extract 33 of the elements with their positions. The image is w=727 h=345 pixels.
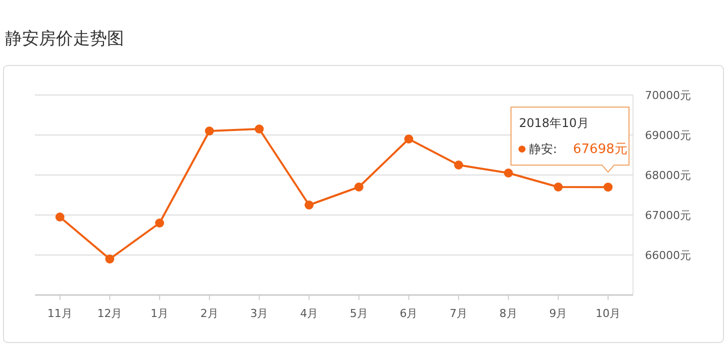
point: [604, 182, 613, 192]
point: [105, 254, 114, 264]
x-tick-label: 2月: [200, 307, 218, 320]
x-tick-label: 4月: [300, 307, 318, 320]
point: [304, 200, 314, 210]
point: [55, 212, 64, 222]
point: [504, 168, 513, 178]
x-tick-label: 5月: [350, 307, 368, 320]
annotation: 静安:: [529, 142, 558, 156]
x-tick-label: 6月: [400, 307, 418, 320]
point: [354, 182, 364, 192]
x-tick-label: 8月: [499, 307, 518, 320]
x-tick-label: 1月: [150, 307, 169, 320]
annotation: 2018年10月: [519, 116, 589, 130]
y-tick-label: 68000元: [645, 169, 691, 182]
y-tick-label: 66000元: [645, 249, 691, 262]
x-tick-label: 12月: [97, 307, 122, 320]
title: 静安房价走势图: [5, 29, 124, 49]
x-tick-label: 3月: [250, 307, 268, 320]
x-tick-label: 11月: [47, 307, 72, 320]
point: [404, 134, 414, 144]
x-tick-label: 9月: [549, 307, 568, 320]
point: [204, 126, 214, 136]
point: [155, 218, 164, 228]
point: [254, 124, 264, 134]
point: [454, 160, 464, 170]
y-tick-label: 70000元: [645, 89, 691, 102]
y-tick-label: 69000元: [645, 129, 691, 142]
point: [554, 182, 563, 192]
y-tick-label: 67000元: [645, 209, 691, 222]
x-tick-label: 7月: [450, 307, 468, 320]
x-tick-label: 10月: [596, 307, 621, 320]
data-label: 67698元: [573, 142, 628, 158]
